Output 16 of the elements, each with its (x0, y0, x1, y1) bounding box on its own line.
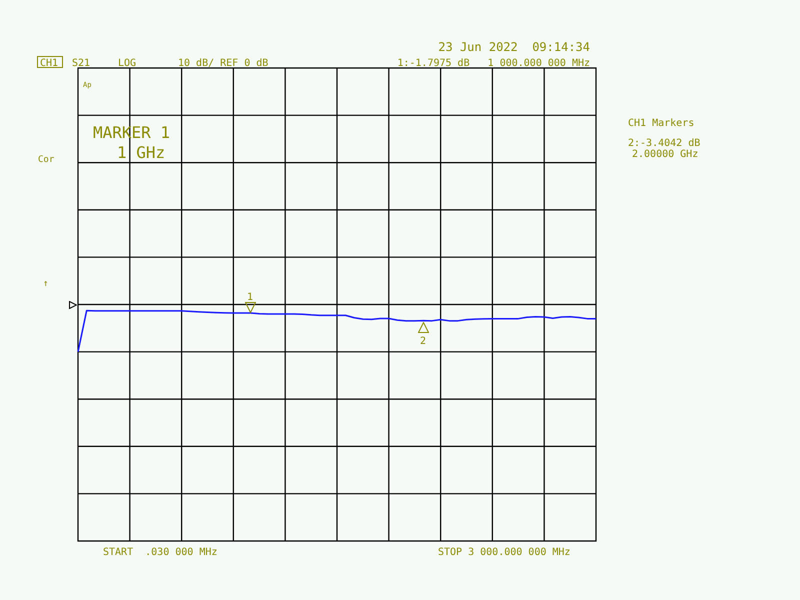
text: ↑ (43, 279, 48, 289)
text: 1:-1.7975 dB 1 000.000 000 MHz (397, 58, 590, 69)
text: CH1 Markers (628, 118, 694, 129)
text: Cor (38, 155, 55, 165)
text: 1 (246, 292, 254, 303)
annotation: 2 (420, 336, 426, 347)
text: 1 GHz (117, 143, 166, 162)
text: STOP 3 000.000 000 MHz (438, 547, 570, 558)
text: 23 Jun 2022 09:14:34 (438, 40, 590, 54)
text: 2.00000 GHz (632, 149, 698, 160)
text: 2:-3.4042 dB (628, 138, 700, 149)
chart-subtitle: LOG (118, 58, 136, 69)
chart-title: CH1 (40, 58, 58, 69)
text: 10 dB/ REF 0 dB (178, 58, 268, 69)
text: S21 (72, 58, 90, 69)
text: START .030 000 MHz (103, 547, 218, 558)
